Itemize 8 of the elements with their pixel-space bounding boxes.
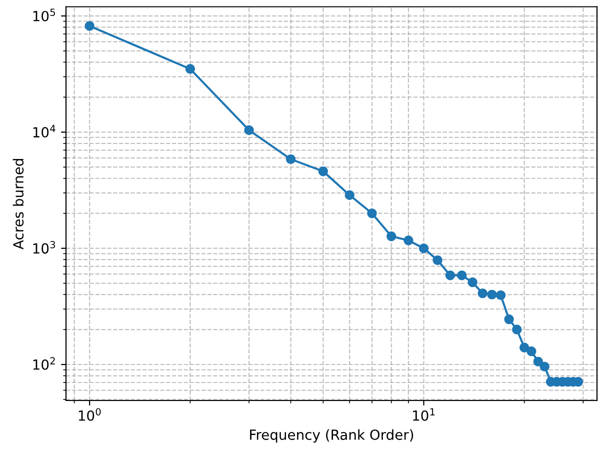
- x-axis-title: Frequency (Rank Order): [250, 429, 414, 443]
- y-axis-title: Acres burned: [12, 159, 24, 250]
- x-tick-label: 10$^{1}$: [413, 408, 435, 421]
- x-tick-label: 10$^{0}$: [78, 408, 101, 421]
- y-tick-label: 10$^{3}$: [33, 240, 56, 254]
- y-tick-label: 10$^{2}$: [33, 357, 55, 370]
- y-tick-label: 10$^{5}$: [33, 8, 55, 22]
- y-tick-label: 10$^{4}$: [33, 124, 56, 138]
